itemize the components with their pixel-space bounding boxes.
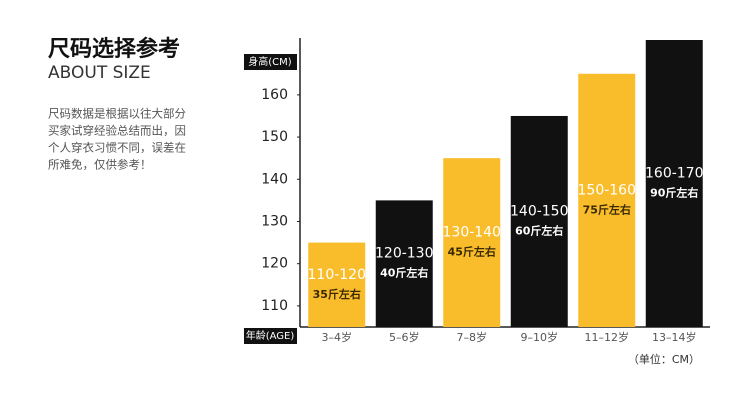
bar-range-label: 120-130 (375, 246, 434, 262)
bar-range-label: 110-120 (308, 267, 367, 283)
bar-weight-label: 35斤左右 (313, 287, 361, 301)
bar (308, 242, 366, 327)
description-line: 所难免，仅供参考！ (48, 158, 152, 172)
bar-weight-label: 90斤左右 (650, 186, 698, 200)
bar-weight-label: 75斤左右 (583, 202, 631, 216)
description: 尺码数据是根据以往大部分买家试穿经验总结而出，因个人穿衣习惯不同，误差在所难免，… (48, 107, 186, 172)
y-tick-label: 160 (261, 87, 288, 103)
x-tick-label: 9–10岁 (521, 330, 559, 344)
bar-range-label: 140-150 (510, 203, 569, 219)
x-axis-label: 年龄(AGE) (246, 329, 295, 342)
description-line: 尺码数据是根据以往大部分 (48, 107, 186, 121)
bar (375, 200, 433, 327)
x-label-badge (244, 328, 297, 344)
x-tick-label: 5–6岁 (389, 330, 420, 344)
bar-weight-label: 40斤左右 (380, 266, 428, 280)
bar-weight-label: 45斤左右 (448, 245, 496, 259)
bar (510, 115, 568, 328)
y-label-badge (244, 54, 297, 70)
x-tick-label: 7–8岁 (457, 330, 488, 344)
x-tick-label: 13–14岁 (652, 330, 697, 344)
bar-range-label: 150-160 (578, 182, 637, 198)
y-tick-label: 120 (261, 256, 288, 272)
y-tick-label: 140 (261, 171, 288, 187)
description-line: 买家试穿经验总结而出，因 (48, 124, 186, 138)
y-tick-label: 130 (261, 213, 288, 229)
y-tick-label: 110 (261, 298, 288, 314)
description-line: 个人穿衣习惯不同，误差在 (48, 141, 186, 155)
y-tick-label: 150 (261, 129, 288, 145)
bar (443, 158, 501, 327)
y-axis-label: 身高(CM) (248, 55, 292, 68)
unit-note: （单位：CM） (628, 352, 700, 366)
x-tick-label: 3–4岁 (322, 330, 353, 344)
bar-range-label: 130-140 (443, 225, 502, 241)
side-subtitle: ABOUT SIZE (48, 63, 151, 83)
bar (645, 40, 703, 327)
bar-weight-label: 60斤左右 (515, 223, 563, 237)
x-tick-label: 11–12岁 (585, 330, 630, 344)
side-title: 尺码选择参考 (48, 36, 180, 62)
bar (578, 73, 636, 327)
bar-range-label: 160-170 (645, 166, 704, 182)
